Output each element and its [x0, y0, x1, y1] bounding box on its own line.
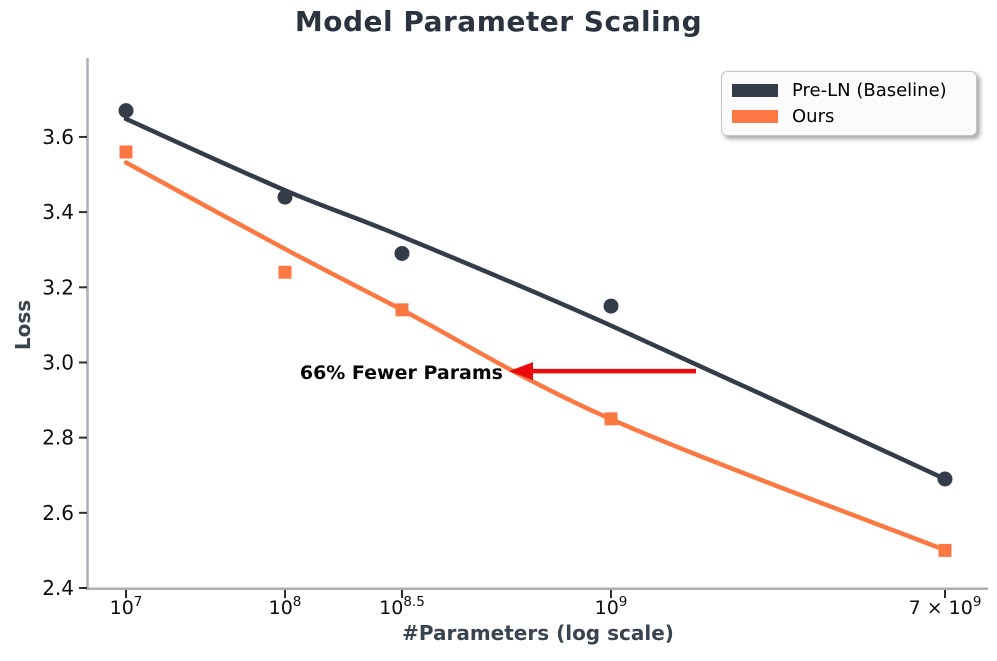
- y-tick-label: 2.4: [42, 576, 74, 600]
- y-tick-label: 3.6: [42, 125, 74, 149]
- x-tick-label: 7 × 109: [909, 594, 982, 619]
- data-point-ours: [938, 543, 952, 557]
- y-tick-label: 3.4: [42, 200, 74, 224]
- data-point-pre-ln-baseline: [603, 298, 619, 314]
- trendline-ours: [123, 160, 948, 553]
- annotation-text: 66% Fewer Params: [299, 362, 503, 384]
- legend-swatch-icon: [732, 109, 778, 123]
- y-tick-label: 2.6: [42, 501, 74, 525]
- y-tick-label: 2.8: [42, 426, 74, 450]
- legend: Pre-LN (Baseline) Ours: [721, 71, 977, 136]
- x-tick-label: 107: [110, 594, 143, 619]
- annotation-arrowhead-icon: [509, 362, 533, 381]
- trendline-pre-ln-baseline: [123, 116, 948, 482]
- data-point-ours: [119, 145, 133, 159]
- data-point-ours: [395, 303, 409, 317]
- y-tick-label: 3.0: [42, 350, 74, 374]
- x-tick-label: 108: [269, 594, 302, 619]
- legend-item-label: Ours: [792, 105, 835, 127]
- x-axis-title: #Parameters (log scale): [402, 621, 674, 645]
- data-point-pre-ln-baseline: [937, 471, 953, 487]
- data-point-pre-ln-baseline: [118, 103, 134, 119]
- legend-item: Pre-LN (Baseline): [732, 80, 966, 101]
- chart-title: Model Parameter Scaling: [294, 5, 703, 38]
- data-point-pre-ln-baseline: [394, 245, 410, 261]
- y-tick-label: 3.2: [42, 275, 74, 299]
- legend-item: Ours: [732, 106, 966, 127]
- data-point-ours: [604, 412, 618, 426]
- x-tick-label: 108.5: [379, 594, 425, 619]
- y-axis-title: Loss: [11, 299, 35, 351]
- data-point-pre-ln-baseline: [277, 189, 293, 205]
- legend-item-label: Pre-LN (Baseline): [792, 80, 947, 102]
- x-tick-label: 109: [595, 594, 628, 619]
- legend-swatch-icon: [732, 84, 778, 98]
- data-point-ours: [278, 265, 292, 279]
